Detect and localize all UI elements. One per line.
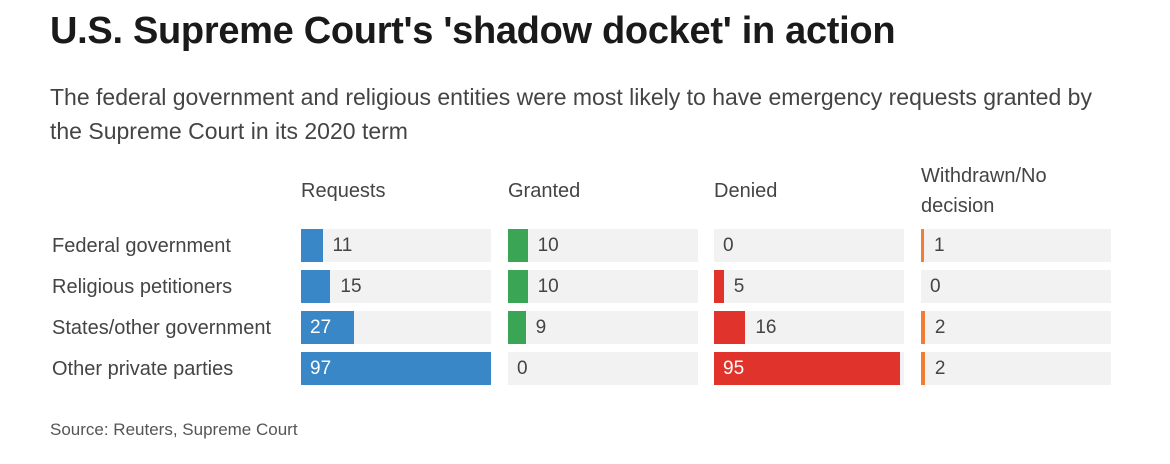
bar-track-granted: 10	[508, 229, 698, 262]
row-label: States/other government	[52, 317, 272, 339]
bar-track-requests: 27	[301, 311, 491, 344]
data-label-requests: 15	[340, 276, 362, 297]
source-note: Source: Reuters, Supreme Court	[50, 420, 298, 439]
data-label-requests: 27	[310, 317, 332, 338]
column-header-granted: Granted	[508, 180, 581, 202]
data-label-withdrawn: 2	[934, 358, 946, 379]
bar-track-requests: 15	[301, 270, 491, 303]
column-header-withdrawn: Withdrawn/No decision	[921, 165, 1047, 217]
bar-track-requests: 11	[301, 229, 491, 262]
bar-withdrawn	[921, 352, 925, 385]
bar-denied	[714, 270, 724, 303]
data-label-granted: 0	[517, 358, 528, 379]
data-label-denied: 5	[733, 276, 745, 297]
data-label-requests: 11	[332, 235, 353, 256]
bar-requests	[301, 311, 354, 344]
data-label-requests: 97	[310, 358, 332, 379]
bar-track-granted: 0	[508, 352, 698, 385]
bar-track-denied: 5	[714, 270, 904, 303]
chart-subtitle: The federal government and religious ent…	[50, 84, 1092, 144]
data-label-denied: 95	[723, 358, 745, 379]
bar-track-withdrawn: 2	[921, 311, 1111, 344]
bar-track-withdrawn: 0	[921, 270, 1111, 303]
chart-title: U.S. Supreme Court's 'shadow docket' in …	[50, 10, 896, 52]
data-label-denied: 0	[723, 235, 734, 256]
bar-requests	[301, 352, 491, 385]
bar-withdrawn	[921, 229, 924, 262]
bar-track-withdrawn: 2	[921, 352, 1111, 385]
bar-track-withdrawn: 1	[921, 229, 1111, 262]
bar-requests	[301, 229, 323, 262]
data-label-granted: 9	[535, 317, 547, 338]
bar-granted	[508, 229, 528, 262]
row-label: Other private parties	[52, 358, 234, 380]
bar-requests	[301, 270, 331, 303]
data-label-withdrawn: 2	[934, 317, 946, 338]
bar-denied	[714, 352, 901, 385]
column-header-requests: Requests	[301, 180, 386, 202]
bar-granted	[508, 270, 528, 303]
data-label-granted: 10	[537, 276, 559, 297]
bar-track-granted: 10	[508, 270, 698, 303]
data-label-withdrawn: 0	[930, 276, 941, 297]
bar-denied	[714, 311, 746, 344]
data-label-withdrawn: 1	[934, 235, 945, 256]
bar-track-denied: 16	[714, 311, 904, 344]
data-label-denied: 16	[755, 317, 777, 338]
row-label: Religious petitioners	[52, 276, 233, 298]
data-label-granted: 10	[537, 235, 559, 256]
bar-track-granted: 9	[508, 311, 698, 344]
bar-track-denied: 0	[714, 229, 904, 262]
row-label: Federal government	[52, 235, 231, 257]
bar-track-denied: 95	[714, 352, 904, 385]
column-header-denied: Denied	[714, 180, 778, 202]
bar-track-requests: 97	[301, 352, 491, 385]
bar-withdrawn	[921, 311, 925, 344]
bar-granted	[508, 311, 526, 344]
